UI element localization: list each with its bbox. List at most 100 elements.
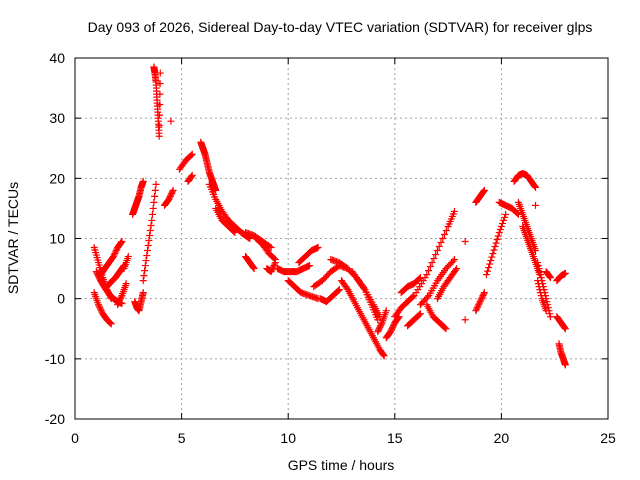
data-point (188, 150, 196, 158)
data-point (96, 304, 104, 312)
data-point (441, 324, 449, 332)
series-s25 (295, 244, 322, 267)
data-point (168, 189, 176, 197)
data-point (148, 210, 156, 218)
data-point (95, 302, 103, 310)
data-point (477, 296, 485, 304)
data-point (441, 230, 449, 238)
data-point (449, 257, 457, 265)
data-point (143, 252, 151, 260)
data-point (546, 310, 554, 318)
data-point (475, 301, 483, 309)
data-point (145, 237, 153, 245)
data-point (118, 238, 126, 246)
series-s30 (348, 268, 382, 324)
series-s12 (161, 186, 177, 209)
data-point (116, 296, 124, 304)
x-axis-label: GPS time / hours (288, 457, 395, 473)
data-point (487, 257, 495, 265)
data-point (531, 182, 539, 190)
data-point (147, 221, 155, 229)
data-point (423, 271, 431, 279)
data-point (110, 251, 118, 259)
data-point (423, 293, 431, 301)
data-point (461, 238, 469, 246)
data-point (561, 324, 569, 332)
data-point (425, 267, 433, 275)
data-point (270, 262, 278, 270)
x-axis-ticks: 0 5 10 15 20 25 (71, 58, 616, 446)
data-point (433, 247, 441, 255)
data-point (439, 235, 447, 242)
series-s39 (433, 265, 461, 303)
data-point (377, 322, 385, 330)
data-point (167, 117, 175, 125)
series-s23 (274, 262, 314, 276)
series-s7 (120, 253, 132, 273)
data-point (501, 213, 509, 221)
series-s6 (114, 280, 130, 309)
data-point (476, 298, 484, 306)
data-point (107, 320, 115, 328)
data-point (188, 172, 196, 180)
data-point (480, 290, 488, 298)
series-s42 (472, 186, 488, 206)
data-point (106, 319, 114, 327)
data-point (480, 187, 488, 195)
series-s32 (382, 313, 403, 342)
data-point (473, 304, 481, 312)
data-point (498, 219, 506, 227)
data-point (92, 268, 100, 276)
data-point (482, 271, 490, 279)
data-point (546, 313, 554, 321)
data-point (230, 227, 238, 235)
data-point (542, 307, 550, 315)
data-point (231, 228, 239, 236)
data-point (249, 264, 257, 272)
data-point (212, 186, 220, 194)
data-point (117, 293, 125, 301)
chart-title: Day 093 of 2026, Sidereal Day-to-day VTE… (88, 19, 593, 35)
data-point (116, 295, 124, 303)
series-s26 (310, 262, 352, 291)
data-point (374, 328, 382, 336)
data-point (155, 132, 163, 140)
series-s52 (542, 268, 554, 282)
data-point (151, 186, 159, 194)
data-point (389, 322, 397, 330)
data-point (117, 239, 125, 247)
data-point (537, 274, 545, 282)
series-s51 (534, 277, 550, 315)
data-point (374, 316, 382, 324)
y-tick-label: -10 (45, 351, 65, 367)
data-point (428, 259, 436, 267)
series-s11 (150, 63, 164, 140)
data-point (493, 236, 501, 244)
data-point (561, 325, 569, 333)
series-s8 (131, 289, 147, 315)
data-point (267, 268, 275, 276)
data-point (97, 305, 105, 313)
data-point (409, 293, 417, 301)
series-s49 (532, 201, 540, 209)
data-point (490, 246, 498, 254)
data-point (95, 274, 103, 282)
data-point (111, 250, 119, 258)
x-tick-label: 5 (178, 430, 186, 446)
data-point (473, 305, 481, 313)
series-s19 (242, 253, 258, 273)
data-point (532, 201, 540, 209)
data-point (430, 255, 438, 263)
data-point (374, 326, 382, 334)
data-point (97, 307, 105, 315)
series-s41 (461, 316, 469, 324)
series-s29 (338, 277, 388, 360)
data-point (534, 277, 542, 285)
data-point (478, 293, 486, 301)
series-s27 (316, 286, 343, 306)
x-tick-label: 0 (71, 430, 79, 446)
data-point (166, 192, 174, 200)
data-point (122, 280, 130, 288)
series-s14 (175, 150, 196, 173)
data-point (156, 101, 164, 109)
